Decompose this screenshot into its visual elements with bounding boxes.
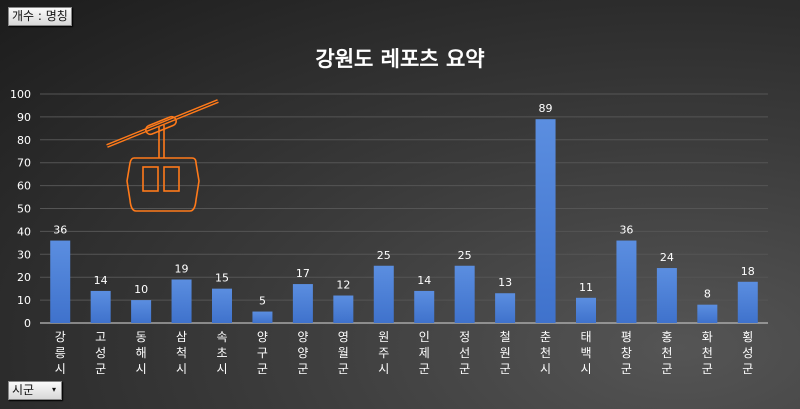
bar bbox=[333, 295, 354, 323]
bar bbox=[171, 279, 192, 323]
data-label: 14 bbox=[417, 274, 431, 287]
value-field-button[interactable]: 개수 : 명칭 bbox=[8, 7, 72, 26]
bar bbox=[252, 311, 273, 323]
data-label: 10 bbox=[134, 283, 148, 296]
value-field-label: 개수 : 명칭 bbox=[12, 9, 68, 23]
data-label: 5 bbox=[259, 295, 266, 308]
axis-field-button[interactable]: 시군 ▾ bbox=[8, 381, 62, 400]
y-tick-label: 50 bbox=[17, 203, 31, 216]
bar bbox=[535, 119, 556, 323]
bar bbox=[616, 240, 637, 323]
data-label: 8 bbox=[704, 288, 711, 301]
data-label: 25 bbox=[458, 249, 472, 262]
chart-title: 강원도 레포츠 요약 bbox=[315, 47, 484, 71]
bar bbox=[131, 300, 152, 323]
bar bbox=[414, 290, 435, 323]
bar bbox=[50, 240, 71, 323]
data-label: 36 bbox=[619, 224, 633, 237]
bar bbox=[292, 284, 313, 323]
data-label: 17 bbox=[296, 267, 310, 280]
bar bbox=[373, 265, 394, 323]
data-label: 18 bbox=[741, 265, 755, 278]
data-label: 24 bbox=[660, 251, 674, 264]
y-tick-label: 60 bbox=[17, 180, 31, 193]
y-tick-label: 10 bbox=[17, 294, 31, 307]
data-label: 12 bbox=[336, 279, 350, 292]
y-tick-label: 30 bbox=[17, 248, 31, 261]
bar bbox=[212, 288, 232, 323]
cable-car-icon bbox=[106, 99, 219, 212]
bar bbox=[90, 290, 111, 323]
bar bbox=[576, 297, 596, 323]
y-tick-label: 100 bbox=[10, 88, 31, 101]
data-label: 25 bbox=[377, 249, 391, 262]
y-tick-label: 70 bbox=[17, 157, 31, 170]
y-tick-label: 20 bbox=[17, 271, 31, 284]
bar bbox=[495, 293, 516, 323]
bar bbox=[697, 304, 718, 323]
data-label: 89 bbox=[539, 102, 553, 115]
y-tick-label: 80 bbox=[17, 134, 31, 147]
bar bbox=[656, 268, 677, 323]
data-label: 15 bbox=[215, 272, 229, 285]
data-label: 19 bbox=[175, 262, 189, 275]
data-label: 36 bbox=[53, 224, 67, 237]
data-label: 11 bbox=[579, 281, 593, 294]
data-label: 14 bbox=[94, 274, 108, 287]
bar bbox=[737, 281, 758, 323]
y-tick-label: 90 bbox=[17, 111, 31, 124]
y-tick-label: 40 bbox=[17, 225, 31, 238]
y-tick-label: 0 bbox=[24, 317, 31, 330]
axis-field-label: 시군 bbox=[12, 383, 35, 397]
bar bbox=[454, 265, 475, 323]
dropdown-arrow-icon: ▾ bbox=[51, 385, 56, 394]
data-label: 13 bbox=[498, 276, 512, 289]
